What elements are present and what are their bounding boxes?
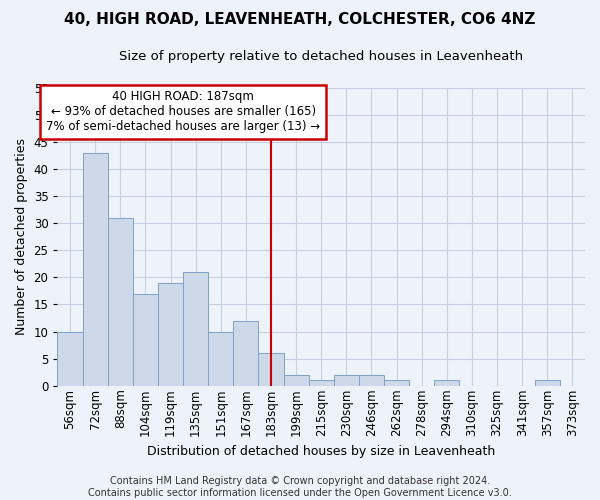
Bar <box>334 375 359 386</box>
Text: Contains HM Land Registry data © Crown copyright and database right 2024.
Contai: Contains HM Land Registry data © Crown c… <box>88 476 512 498</box>
Bar <box>83 153 108 386</box>
X-axis label: Distribution of detached houses by size in Leavenheath: Distribution of detached houses by size … <box>147 444 496 458</box>
Bar <box>434 380 460 386</box>
Text: 40 HIGH ROAD: 187sqm
← 93% of detached houses are smaller (165)
7% of semi-detac: 40 HIGH ROAD: 187sqm ← 93% of detached h… <box>46 90 320 134</box>
Bar <box>158 283 183 386</box>
Bar <box>259 354 284 386</box>
Bar <box>359 375 384 386</box>
Bar <box>133 294 158 386</box>
Bar <box>535 380 560 386</box>
Title: Size of property relative to detached houses in Leavenheath: Size of property relative to detached ho… <box>119 50 523 63</box>
Bar <box>183 272 208 386</box>
Bar <box>108 218 133 386</box>
Text: 40, HIGH ROAD, LEAVENHEATH, COLCHESTER, CO6 4NZ: 40, HIGH ROAD, LEAVENHEATH, COLCHESTER, … <box>64 12 536 28</box>
Y-axis label: Number of detached properties: Number of detached properties <box>15 138 28 336</box>
Bar <box>308 380 334 386</box>
Bar <box>208 332 233 386</box>
Bar <box>58 332 83 386</box>
Bar <box>284 375 308 386</box>
Bar <box>233 320 259 386</box>
Bar <box>384 380 409 386</box>
